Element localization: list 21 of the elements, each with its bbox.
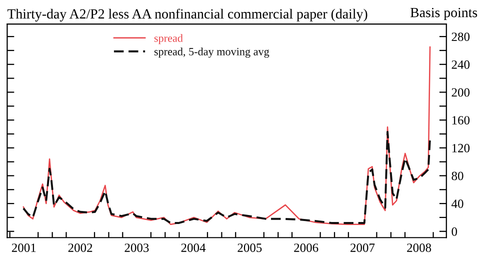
x-tick-label: 2004	[181, 244, 206, 252]
y-tick-label: 240	[452, 60, 470, 69]
legend-label: spread	[154, 34, 183, 44]
y-tick-label: 160	[452, 116, 470, 125]
y-tick-label: 280	[452, 32, 470, 42]
x-tick-label: 2006	[294, 244, 318, 252]
y-tick-label: 80	[452, 172, 464, 180]
y-tick-label: 40	[452, 200, 464, 208]
x-tick-label: 2003	[124, 244, 149, 252]
chart-title: Thirty-day A2/P2 less AA nonfinancial commercial paper (daily)	[7, 8, 368, 22]
y-tick-label: 200	[452, 88, 470, 97]
legend-label: spread, 5-day moving avg	[154, 48, 270, 58]
line-series	[22, 130, 431, 224]
x-tick-label: 2007	[350, 244, 375, 252]
y-tick-label: 0	[452, 227, 458, 236]
x-tick-label: 2001	[12, 244, 36, 252]
x-tick-label: 2008	[407, 244, 432, 252]
y-tick-label: 120	[452, 144, 470, 152]
x-tick-label: 2002	[68, 244, 92, 252]
x-tick-label: 2005	[238, 244, 262, 252]
y-axis-title: Basis points	[410, 8, 478, 20]
